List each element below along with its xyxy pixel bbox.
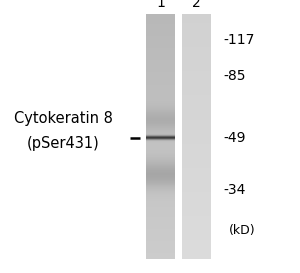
- Text: -117: -117: [224, 32, 255, 47]
- Text: -34: -34: [224, 183, 246, 197]
- Text: (pSer431): (pSer431): [27, 136, 99, 151]
- Text: (kD): (kD): [229, 224, 255, 237]
- Text: 1: 1: [156, 0, 165, 10]
- Text: -85: -85: [224, 69, 246, 84]
- Text: Cytokeratin 8: Cytokeratin 8: [14, 111, 112, 126]
- Text: -49: -49: [224, 131, 246, 145]
- Text: 2: 2: [192, 0, 201, 10]
